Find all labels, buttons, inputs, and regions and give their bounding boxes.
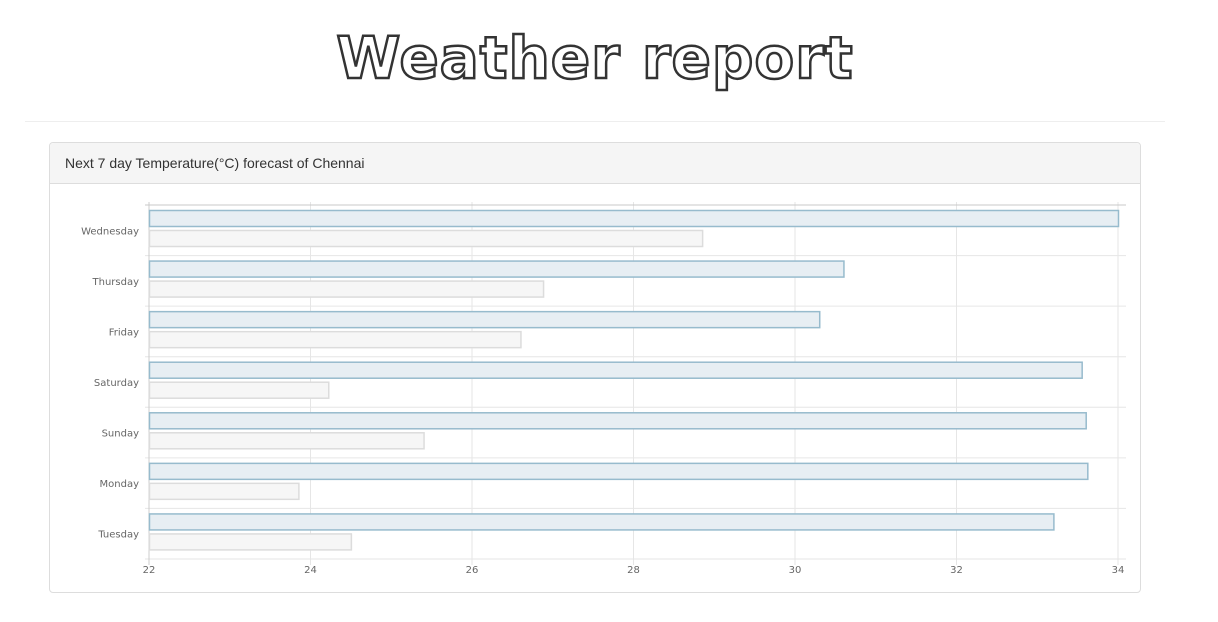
bar-thursday-series-1 — [148, 260, 845, 278]
forecast-panel: Next 7 day Temperature(°C) forecast of C… — [49, 142, 1141, 593]
bar-monday-series-2 — [148, 482, 300, 501]
bar-sunday-series-2 — [148, 432, 425, 450]
bar-sunday-series-1 — [148, 412, 1087, 430]
x-tick-label: 30 — [789, 565, 802, 576]
x-tick-label: 28 — [627, 565, 640, 576]
page-title: Weather report — [335, 23, 854, 94]
y-tick-label: Tuesday — [97, 530, 139, 541]
x-tick-label: 24 — [304, 565, 317, 576]
bar-tuesday-series-1 — [148, 513, 1055, 531]
y-tick-label: Wednesday — [81, 226, 139, 237]
temperature-bar-chart: Wednesday Thursday Friday Saturday Sunday Mon… — [81, 202, 1126, 576]
bar-wednesday-series-2 — [148, 229, 704, 248]
panel-heading: Next 7 day Temperature(°C) forecast of C… — [50, 143, 1140, 184]
bar-saturday-series-1 — [148, 361, 1083, 379]
bar-monday-series-1 — [148, 462, 1089, 481]
y-tick-label: Thursday — [92, 277, 140, 288]
x-tick-label: 34 — [1112, 565, 1125, 576]
bar-saturday-series-2 — [148, 381, 330, 399]
bar-wednesday-series-1 — [148, 209, 1120, 228]
x-tick-label: 22 — [143, 565, 156, 576]
bar-tuesday-series-2 — [148, 533, 353, 551]
y-tick-label: Saturday — [94, 378, 139, 389]
header-divider — [25, 121, 1165, 122]
y-tick-label: Monday — [100, 479, 140, 490]
bar-friday-series-2 — [148, 330, 522, 349]
x-tick-label: 32 — [950, 565, 963, 576]
x-tick-label: 26 — [466, 565, 479, 576]
bar-thursday-series-2 — [148, 280, 545, 298]
y-tick-label: Friday — [109, 327, 139, 338]
y-tick-label: Sunday — [102, 429, 139, 440]
bar-friday-series-1 — [148, 310, 821, 329]
